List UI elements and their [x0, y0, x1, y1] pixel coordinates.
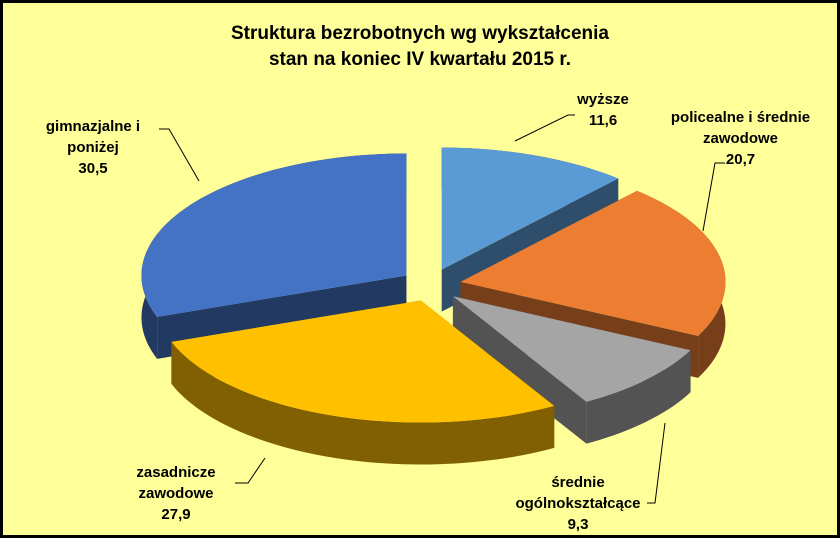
- data-label: gimnazjalne i poniżej 30,5: [33, 116, 153, 179]
- leader-line: [702, 162, 725, 232]
- slice-side: [586, 350, 691, 444]
- plot: [141, 114, 726, 504]
- slice: [460, 190, 726, 336]
- chart-subtitle: stan na koniec IV kwartału 2015 r.: [268, 49, 572, 70]
- leader-line: [235, 457, 266, 484]
- category-label: średnie ogólnokształcące: [515, 474, 641, 512]
- data-label: średnie ogólnokształcące 9,3: [508, 472, 648, 535]
- leader-line: [159, 128, 200, 182]
- category-label: gimnazjalne i poniżej: [45, 118, 141, 156]
- value-label: 20,7: [725, 151, 756, 168]
- value-label: 30,5: [78, 160, 108, 177]
- value-label: 27,9: [161, 506, 191, 523]
- slice: [141, 153, 407, 317]
- leader-line: [647, 422, 666, 504]
- leader-line: [514, 114, 575, 142]
- value-label: 9,3: [567, 516, 589, 533]
- slice: [452, 296, 691, 402]
- chart-title: Struktura bezrobotnych wg wykształcenia: [231, 23, 609, 44]
- data-label: wyższe 11,6: [548, 89, 658, 131]
- slice: [441, 147, 619, 270]
- category-label: zasadnicze zawodowe: [136, 464, 216, 502]
- data-label: zasadnicze zawodowe 27,9: [121, 462, 231, 525]
- slice: [171, 300, 555, 423]
- slice-side: [171, 341, 555, 465]
- category-label: policealne i średnie zawodowe: [670, 109, 811, 147]
- value-label: 11,6: [588, 112, 618, 129]
- data-label: policealne i średnie zawodowe 20,7: [658, 107, 823, 170]
- category-label: wyższe: [577, 91, 629, 108]
